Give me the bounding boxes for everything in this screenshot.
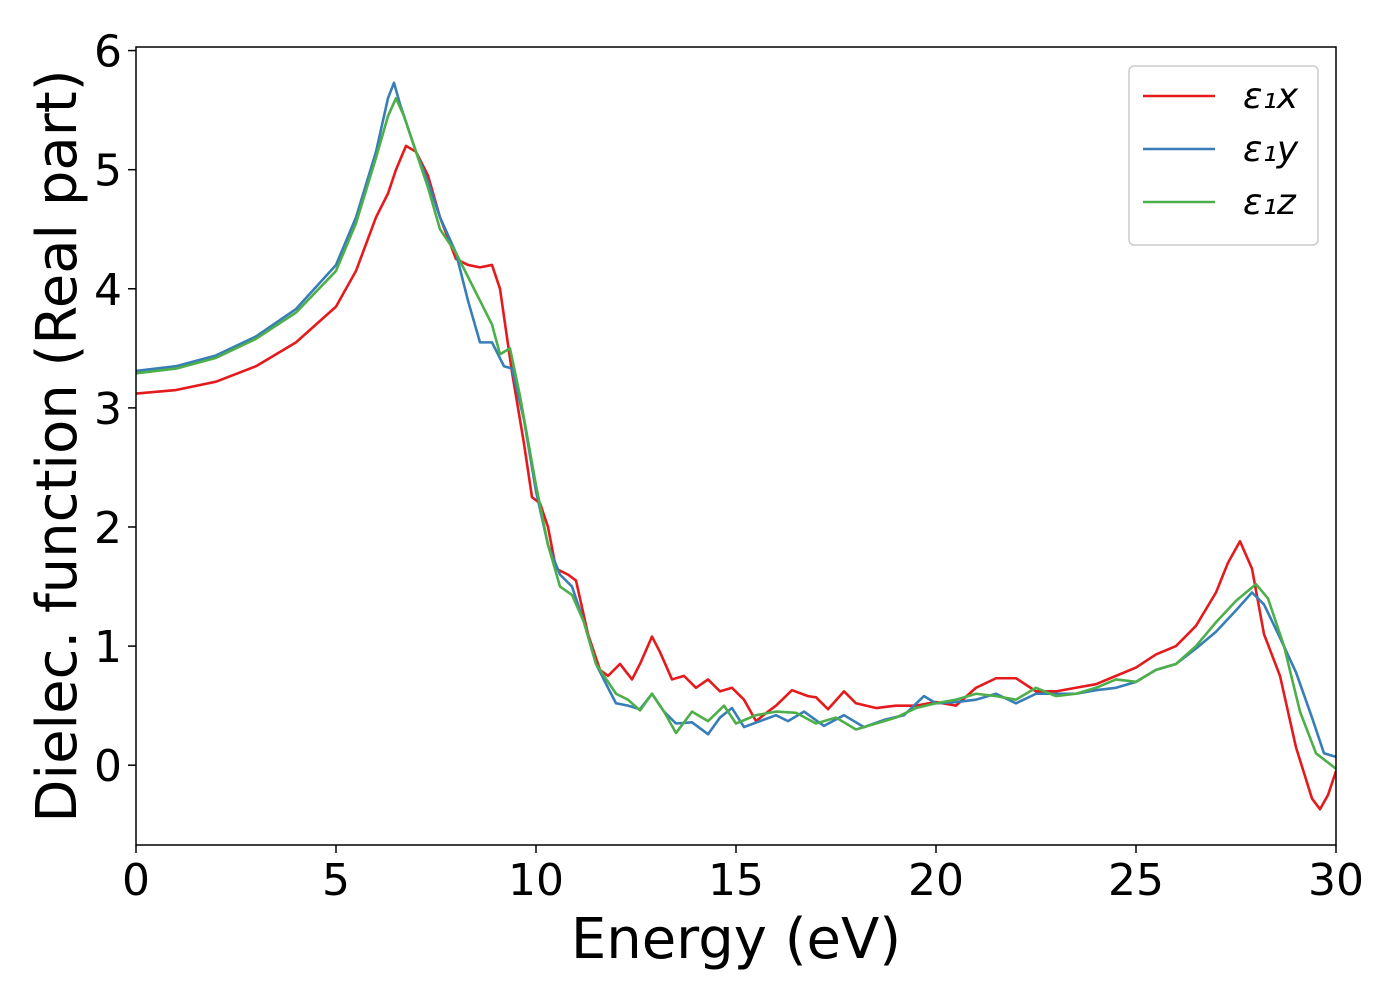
x-tick-label: 30 xyxy=(1308,855,1364,906)
x-axis-label: Energy (eV) xyxy=(571,907,901,972)
legend-box xyxy=(1128,65,1319,246)
x-tick-label: 5 xyxy=(322,855,350,906)
y-tick-label: 6 xyxy=(94,27,122,78)
line-series xyxy=(136,96,1336,770)
x-tick-label: 20 xyxy=(908,855,964,906)
y-axis-label: Dielec. function (Real part) xyxy=(25,69,90,822)
legend-label: ε₁z xyxy=(1243,182,1297,223)
y-tick-label: 5 xyxy=(94,146,122,197)
legend-label: ε₁x xyxy=(1243,76,1299,117)
x-tick-label: 25 xyxy=(1108,855,1164,906)
y-tick-label: 0 xyxy=(94,741,122,792)
x-tick-label: 15 xyxy=(708,855,764,906)
y-tick-label: 4 xyxy=(94,265,122,316)
plot-frame xyxy=(135,46,1337,846)
y-tick-label: 2 xyxy=(94,503,122,554)
x-tick-label: 10 xyxy=(508,855,564,906)
y-tick-label: 3 xyxy=(94,384,122,435)
legend-label: ε₁y xyxy=(1243,129,1299,170)
y-tick-label: 1 xyxy=(94,622,122,673)
x-tick-label: 0 xyxy=(122,855,150,906)
